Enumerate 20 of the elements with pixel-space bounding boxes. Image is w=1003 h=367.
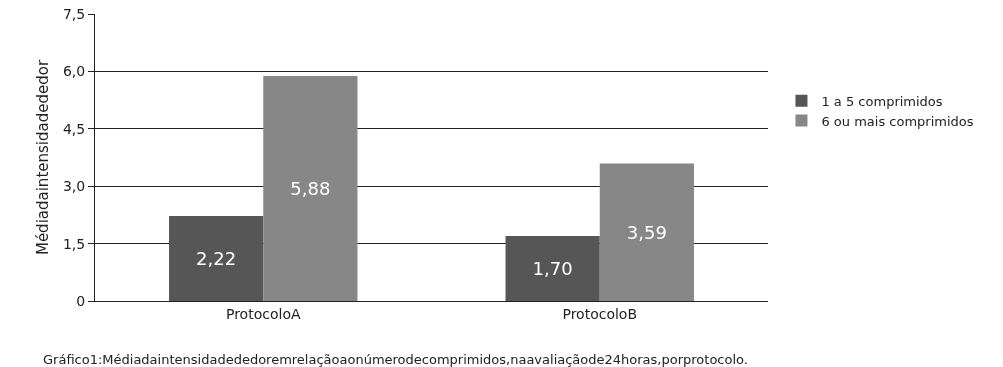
data-label: 1,70 [532,257,573,279]
bar [599,163,694,301]
y-tick-label: 4,5 [62,120,86,137]
y-tick-label: 7,5 [62,5,86,22]
data-label: 2,22 [196,248,237,270]
bar [169,216,264,301]
y-tick-label: 1,5 [62,235,86,252]
legend-label: 6 ou mais comprimidos [821,113,974,129]
y-axis-title: Médiadaintensidadededor [34,59,53,256]
x-tick-label: ProtocoloB [562,305,638,322]
data-label: 3,59 [626,221,667,243]
bar [505,235,600,301]
y-tick-label: 0 [76,292,86,309]
bar [263,75,358,301]
x-tick-label: ProtocoloA [225,305,301,322]
legend-label: 1 a 5 comprimidos [821,93,943,109]
data-label: 5,88 [290,177,331,199]
y-tick-label: 6,0 [62,63,86,80]
text: Gráfico1:Médiadaintensidadededoremrelaçãoaonúmerodecomprimidos,naavaliaçãode24horas,porprotocolo. [43,352,748,367]
y-tick-label: 3,0 [62,178,86,195]
